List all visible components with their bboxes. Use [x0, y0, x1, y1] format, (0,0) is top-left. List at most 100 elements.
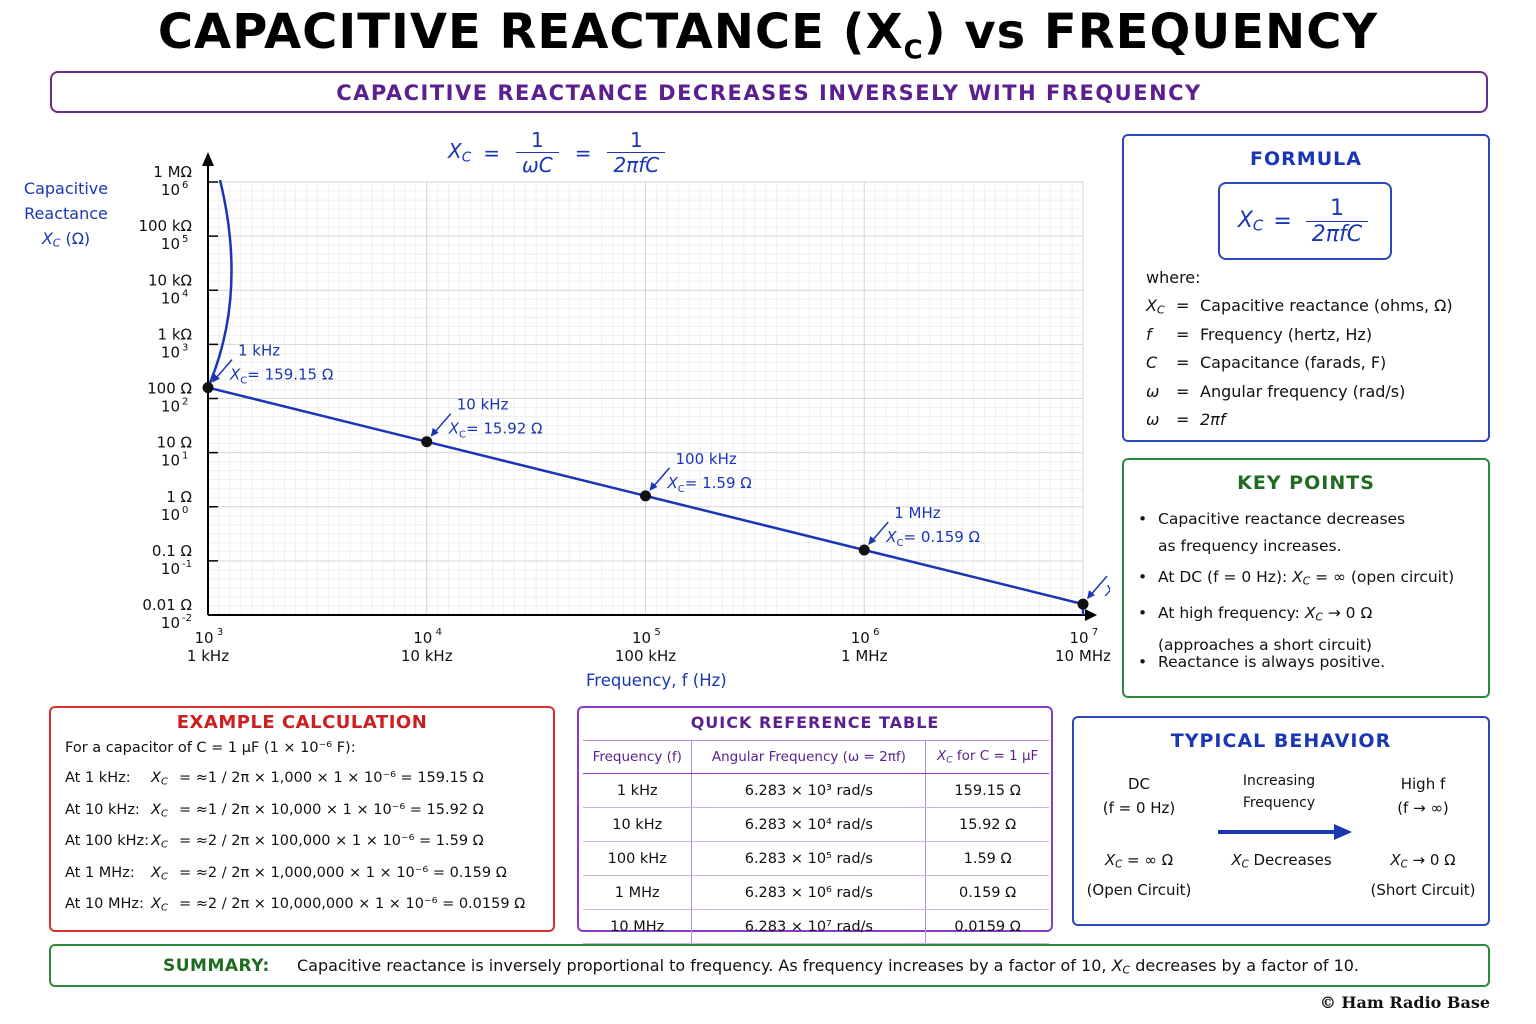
x-tick-pow: 5: [654, 627, 660, 638]
arrow-head-icon: [430, 427, 439, 437]
table-cell: 6.283 × 10⁷ rad/s: [691, 909, 926, 944]
y-tick-pow: 1: [182, 451, 188, 462]
x-axis-title: Frequency, f (Hz): [586, 671, 727, 690]
table-row: 1 kHz 6.283 × 10³ rad/s 159.15 Ω: [583, 773, 1049, 808]
typical-behavior-panel: TYPICAL BEHAVIOR DC (f = 0 Hz) Increasing…: [1072, 716, 1490, 926]
data-point: [421, 436, 433, 448]
table-cell: 0.0159 Ω: [925, 909, 1049, 944]
y-tick-exp: 10: [161, 560, 180, 578]
table-row: 100 kHz 6.283 × 10⁵ rad/s 1.59 Ω: [583, 841, 1049, 876]
point-value-label: XC= 0.159 Ω: [885, 528, 980, 549]
data-point: [858, 544, 870, 556]
table-cell: 100 kHz: [583, 841, 692, 876]
y-tick-label: 100 Ω: [147, 380, 192, 398]
x-tick-label: 10 kHz: [401, 647, 453, 665]
where-label: where:: [1146, 268, 1201, 287]
behavior-increasing: Increasing Frequency: [1242, 773, 1316, 811]
x-tick-exp: 10: [1069, 629, 1088, 647]
point-value-label: XC= 0.0159 Ω: [1104, 582, 1110, 603]
y-tick-label: 1 Ω: [166, 488, 192, 506]
y-tick-pow: -2: [182, 613, 192, 624]
definition-row: ω = 2πf: [1146, 410, 1226, 429]
x-tick-pow: 3: [217, 627, 223, 638]
table-row: 10 kHz 6.283 × 10⁴ rad/s 15.92 Ω: [583, 807, 1049, 842]
x-tick-exp: 10: [413, 629, 432, 647]
example-row: At 1 MHz: XC = ≈2 / 2π × 1,000,000 × 1 × 1…: [65, 864, 507, 882]
key-points-title: KEY POINTS: [1237, 472, 1375, 494]
formula-box: XC = 1 2πfC: [1218, 182, 1392, 260]
y-axis-arrow-icon: [202, 152, 214, 166]
y-tick-pow: 6: [182, 180, 188, 191]
key-points-panel: KEY POINTS • Capacitive reactance decreas…: [1122, 458, 1490, 698]
table-cell: 6.283 × 10⁴ rad/s: [691, 807, 926, 842]
y-tick-pow: 5: [182, 234, 188, 245]
data-point: [202, 382, 214, 394]
x-tick-pow: 7: [1092, 627, 1098, 638]
x-tick-label: 10 MHz: [1055, 647, 1110, 665]
point-freq-label: 10 kHz: [457, 396, 509, 414]
y-tick-exp: 10: [161, 506, 180, 524]
key-point-item: • Capacitive reactance decreases as freque…: [1138, 510, 1406, 555]
key-point-item: • At DC (f = 0 Hz): XC = ∞ (open circuit): [1138, 568, 1455, 588]
x-tick-exp: 10: [194, 629, 213, 647]
reactance-curve: [206, 179, 1085, 615]
arrow-head-icon: [868, 535, 877, 545]
y-tick-pow: 4: [182, 288, 188, 299]
table-cell: 10 kHz: [583, 807, 692, 842]
table-cell: 6.283 × 10³ rad/s: [691, 773, 926, 808]
y-tick-pow: 2: [182, 397, 188, 408]
table-cell: 1 kHz: [583, 773, 692, 808]
y-tick-pow: 3: [182, 342, 188, 353]
table-header: Angular Frequency (ω = 2πf): [691, 740, 926, 774]
arrow-head-icon: [1087, 590, 1095, 600]
key-point-item: • Reactance is always positive.: [1138, 653, 1386, 671]
point-freq-label: 1 kHz: [238, 342, 280, 360]
definition-row: XC = Capacitive reactance (ohms, Ω): [1146, 296, 1453, 317]
x-axis-arrow-icon: [1085, 609, 1097, 621]
definition-row: ω = Angular frequency (rad/s): [1146, 381, 1406, 401]
table-cell: 15.92 Ω: [925, 807, 1049, 842]
summary-label: SUMMARY:: [163, 956, 270, 976]
reference-table-title: QUICK REFERENCE TABLE: [690, 713, 940, 732]
chart-grid: [207, 181, 1084, 616]
arrow-head-icon: [212, 373, 220, 383]
example-intro: For a capacitor of C = 1 μF (1 × 10⁻⁶ F)…: [65, 740, 356, 756]
y-tick-pow: 0: [182, 505, 188, 516]
table-row: 10 MHz 6.283 × 10⁷ rad/s 0.0159 Ω: [583, 909, 1049, 944]
y-tick-label: 0.01 Ω: [142, 596, 192, 614]
y-tick-label: 1 kΩ: [158, 325, 192, 343]
x-tick-exp: 10: [851, 629, 870, 647]
table-cell: 10 MHz: [583, 909, 692, 944]
point-value-label: XC= 159.15 Ω: [229, 366, 333, 387]
formula-equals-2: =: [574, 140, 592, 165]
formula-fraction-1: 1 ωC: [515, 128, 559, 177]
y-tick-exp: 10: [161, 614, 180, 632]
definition-row: C = Capacitance (farads, F): [1146, 353, 1387, 372]
example-row: At 100 kHz: XC = ≈2 / 2π × 100,000 × 1 × 1…: [65, 833, 484, 851]
example-row: At 1 kHz: XC = ≈1 / 2π × 1,000 × 1 × 10⁻⁶ …: [65, 770, 484, 788]
summary-panel: SUMMARY: Capacitive reactance is inverse…: [49, 944, 1490, 987]
behavior-title: TYPICAL BEHAVIOR: [1170, 730, 1392, 752]
y-tick-label: 0.1 Ω: [152, 542, 192, 560]
y-tick-label: 10 kΩ: [148, 271, 192, 289]
key-point-item: • At high frequency: XC → 0 Ω (approaches …: [1138, 604, 1373, 654]
y-axis-title: Capacitive Reactance XC (Ω): [23, 179, 109, 250]
y-tick-pow: -1: [182, 559, 192, 570]
chart-points: 1 kHz XC= 159.15 Ω 10 kHz XC= 15.92 Ω 100 kH…: [202, 342, 1110, 610]
chart-curve: [206, 179, 1085, 615]
definition-row: f = Frequency (hertz, Hz): [1146, 324, 1373, 344]
table-header: XC for C = 1 μF: [925, 740, 1049, 774]
y-tick-exp: 10: [161, 289, 180, 307]
y-tick-exp: 10: [161, 235, 180, 253]
reference-table: Frequency (f) Angular Frequency (ω = 2πf)…: [583, 740, 1049, 944]
table-cell: 1.59 Ω: [925, 841, 1049, 876]
y-tick-exp: 10: [161, 452, 180, 470]
right-arrow-icon: [1218, 824, 1352, 840]
x-tick-label: 1 kHz: [187, 647, 229, 665]
y-tick-exp: 10: [161, 343, 180, 361]
behavior-decreases: XC Decreases: [1231, 851, 1332, 871]
x-tick-label: 1 MHz: [841, 647, 888, 665]
formula-equals: =: [483, 140, 500, 165]
